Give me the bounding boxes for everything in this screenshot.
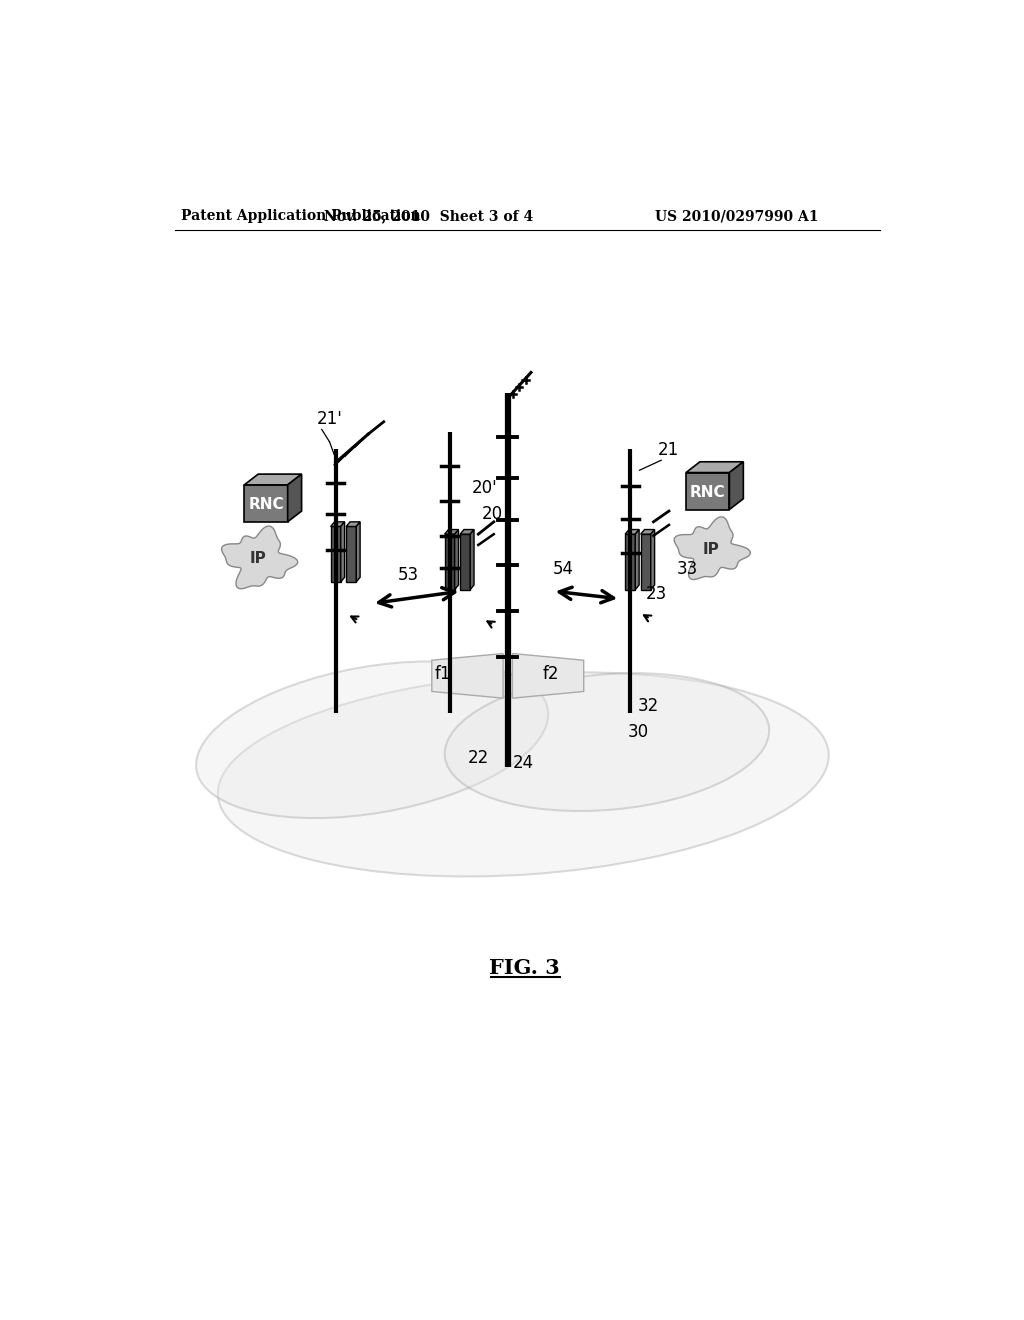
Text: 22: 22: [467, 748, 488, 767]
Text: RNC: RNC: [248, 498, 284, 512]
Polygon shape: [641, 535, 650, 590]
Polygon shape: [626, 535, 635, 590]
Text: Nov. 25, 2010  Sheet 3 of 4: Nov. 25, 2010 Sheet 3 of 4: [324, 209, 534, 223]
Text: 54: 54: [553, 560, 573, 578]
Text: f2: f2: [543, 665, 559, 682]
Text: 32: 32: [638, 697, 659, 715]
Polygon shape: [635, 529, 639, 590]
Text: 30: 30: [628, 723, 649, 742]
Polygon shape: [674, 517, 751, 579]
Polygon shape: [331, 527, 341, 582]
Text: IP: IP: [702, 543, 719, 557]
Polygon shape: [470, 529, 474, 590]
Polygon shape: [221, 527, 298, 589]
Text: 33: 33: [677, 560, 698, 578]
Polygon shape: [641, 529, 654, 535]
Text: 53: 53: [397, 566, 419, 585]
Polygon shape: [686, 462, 743, 473]
Polygon shape: [686, 473, 729, 510]
Ellipse shape: [444, 673, 769, 810]
Polygon shape: [460, 535, 470, 590]
Polygon shape: [432, 653, 503, 698]
Text: IP: IP: [250, 552, 266, 566]
Text: 20: 20: [481, 504, 503, 523]
Text: US 2010/0297990 A1: US 2010/0297990 A1: [655, 209, 818, 223]
Text: 24: 24: [512, 754, 534, 772]
Polygon shape: [346, 521, 360, 527]
Polygon shape: [455, 529, 459, 590]
Text: 20': 20': [471, 479, 497, 498]
Polygon shape: [245, 484, 288, 521]
Ellipse shape: [218, 672, 828, 876]
Polygon shape: [341, 521, 345, 582]
Polygon shape: [626, 529, 639, 535]
Polygon shape: [729, 462, 743, 510]
Polygon shape: [356, 521, 360, 582]
Text: f1: f1: [435, 665, 452, 682]
Polygon shape: [460, 529, 474, 535]
Text: 21: 21: [658, 441, 679, 459]
Polygon shape: [444, 535, 455, 590]
Polygon shape: [245, 474, 302, 484]
Ellipse shape: [197, 661, 548, 818]
Polygon shape: [650, 529, 654, 590]
Polygon shape: [346, 527, 356, 582]
Text: RNC: RNC: [690, 484, 726, 500]
Polygon shape: [512, 653, 584, 698]
Text: 23: 23: [646, 585, 667, 603]
Polygon shape: [331, 521, 345, 527]
Polygon shape: [444, 529, 459, 535]
Polygon shape: [288, 474, 302, 521]
Text: FIG. 3: FIG. 3: [489, 958, 560, 978]
Text: Patent Application Publication: Patent Application Publication: [180, 209, 420, 223]
Text: 21': 21': [317, 411, 343, 428]
